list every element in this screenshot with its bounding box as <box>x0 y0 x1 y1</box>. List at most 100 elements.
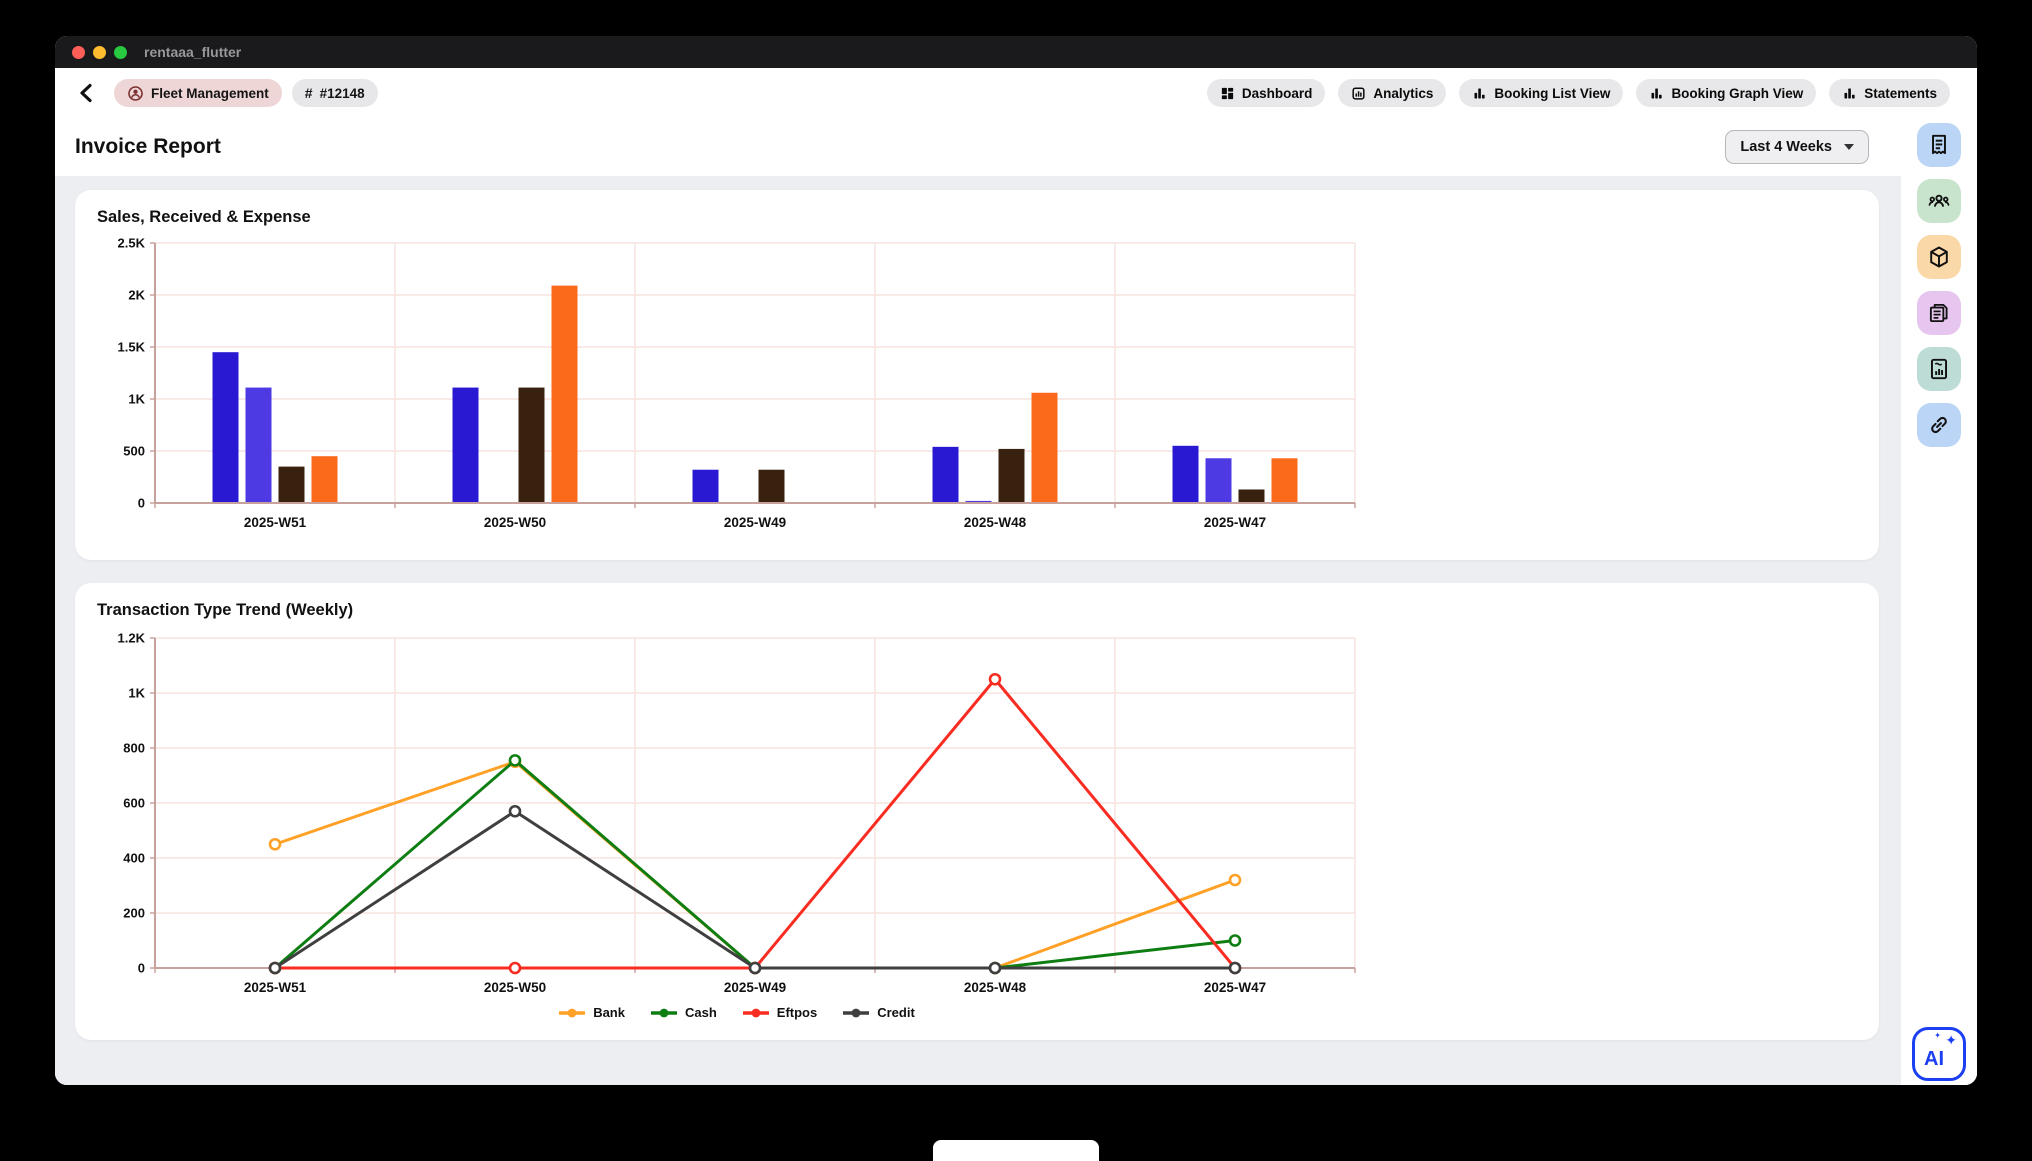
fleet-management-chip[interactable]: Fleet Management <box>114 79 282 107</box>
line-chart-svg: 0 200 400 600 800 1K 1.2K 2025-W51 2025-W50 2025-… <box>118 631 1356 995</box>
svg-text:1.5K: 1.5K <box>118 340 146 355</box>
receipt-sidebar-button[interactable] <box>1917 123 1961 167</box>
svg-text:2025-W51: 2025-W51 <box>244 515 307 530</box>
report-scroll-area: Sales, Received & Expense 0 500 1K 1.5K 2K 2.… <box>55 176 1901 1085</box>
legend-marker-icon <box>559 1008 586 1017</box>
svg-text:2025-W49: 2025-W49 <box>724 980 786 995</box>
svg-text:0: 0 <box>138 961 145 976</box>
svg-text:2025-W48: 2025-W48 <box>964 515 1027 530</box>
svg-text:400: 400 <box>123 851 145 866</box>
window-titlebar: rentaaa_flutter <box>55 36 1977 68</box>
transaction-trend-line-chart: 0 200 400 600 800 1K 1.2K 2025-W51 2025-W50 2025-… <box>97 628 1857 1020</box>
svg-text:500: 500 <box>123 444 145 459</box>
svg-text:2025-W50: 2025-W50 <box>484 980 546 995</box>
chart-legend: Bank Cash Eftpos Credit <box>97 1005 1377 1020</box>
nav-button-label: Booking List View <box>1494 85 1611 101</box>
bar-chart-svg: 0 500 1K 1.5K 2K 2.5K 2025-W51 2025-W50 2025-W49… <box>118 236 1356 530</box>
invoice-icon <box>1929 303 1948 323</box>
report-icon <box>1930 358 1948 380</box>
svg-text:200: 200 <box>123 906 145 921</box>
context-chips: Fleet Management # #12148 <box>114 79 378 107</box>
link-sidebar-button[interactable] <box>1917 403 1961 447</box>
legend-label: Eftpos <box>776 1005 818 1020</box>
date-range-value: Last 4 Weeks <box>1740 139 1832 155</box>
package-sidebar-button[interactable] <box>1917 235 1961 279</box>
page-title: Invoice Report <box>75 135 221 158</box>
ai-assistant-button[interactable]: AI ✦ ✦ <box>1912 1027 1966 1081</box>
legend-label: Credit <box>877 1005 915 1020</box>
link-icon <box>1931 416 1947 434</box>
legend-marker-icon <box>843 1008 870 1017</box>
legend-label: Cash <box>684 1005 717 1020</box>
svg-text:2025-W48: 2025-W48 <box>964 980 1027 995</box>
main-column: Invoice Report Last 4 Weeks Sales, Recei… <box>55 118 1901 1085</box>
app-content: Fleet Management # #12148 Dashboard <box>55 68 1977 1085</box>
sales-received-expense-card: Sales, Received & Expense 0 500 1K 1.5K 2K 2.… <box>75 190 1879 560</box>
bar-chart-icon <box>1474 88 1486 98</box>
legend-marker-icon <box>742 1008 769 1017</box>
body-row: Invoice Report Last 4 Weeks Sales, Recei… <box>55 118 1977 1085</box>
svg-text:0: 0 <box>138 496 145 511</box>
hash-icon: # <box>304 85 313 101</box>
groups-icon <box>1928 194 1950 207</box>
legend-item-credit: Credit <box>843 1005 915 1020</box>
statements-button[interactable]: Statements <box>1829 79 1950 107</box>
chip-label: #12148 <box>319 85 365 101</box>
analytics-button[interactable]: Analytics <box>1338 79 1447 107</box>
ai-label: AI <box>1924 1048 1944 1070</box>
sparkle-icon: ✦ <box>1945 1032 1957 1048</box>
svg-text:2025-W47: 2025-W47 <box>1204 980 1266 995</box>
legend-label: Bank <box>593 1005 625 1020</box>
sales-bar-chart: 0 500 1K 1.5K 2K 2.5K 2025-W51 2025-W50 2025-W49… <box>97 235 1857 535</box>
traffic-lights <box>72 45 127 59</box>
receipt-icon <box>1932 134 1946 155</box>
nav-buttons: Dashboard Analytics <box>1206 79 1950 107</box>
window-title: rentaaa_flutter <box>144 44 242 60</box>
groups-sidebar-button[interactable] <box>1917 179 1961 223</box>
nav-button-label: Booking Graph View <box>1671 85 1804 101</box>
svg-text:2K: 2K <box>128 288 145 303</box>
analytics-icon <box>1352 86 1365 100</box>
minimize-button[interactable] <box>93 45 106 59</box>
chevron-down-icon <box>1844 144 1854 150</box>
svg-text:1K: 1K <box>128 392 145 407</box>
close-button[interactable] <box>72 45 85 59</box>
chip-label: Fleet Management <box>151 85 269 101</box>
legend-item-bank: Bank <box>559 1005 625 1020</box>
bar-chart-icon <box>1651 88 1663 98</box>
legend-item-cash: Cash <box>650 1005 717 1020</box>
right-sidebar: AI ✦ ✦ <box>1901 118 1977 1085</box>
zoom-button[interactable] <box>114 45 127 59</box>
driver-badge-icon <box>128 85 143 101</box>
svg-text:2025-W51: 2025-W51 <box>244 980 307 995</box>
package-icon <box>1930 246 1948 268</box>
transaction-trend-card: Transaction Type Trend (Weekly) 0 200 400 6… <box>75 583 1879 1040</box>
booking-id-chip[interactable]: # #12148 <box>291 79 378 107</box>
svg-text:2025-W49: 2025-W49 <box>724 515 786 530</box>
chevron-left-icon <box>80 83 92 103</box>
app-window: rentaaa_flutter Fleet Management <box>55 36 1977 1085</box>
dashboard-icon <box>1221 87 1233 99</box>
invoice-sidebar-button[interactable] <box>1917 291 1961 335</box>
dashboard-button[interactable]: Dashboard <box>1206 79 1326 107</box>
nav-button-label: Analytics <box>1373 85 1434 101</box>
heading-row: Invoice Report Last 4 Weeks <box>55 118 1901 176</box>
svg-text:800: 800 <box>123 741 145 756</box>
legend-item-eftpos: Eftpos <box>742 1005 818 1020</box>
top-nav-row: Fleet Management # #12148 Dashboard <box>55 68 1977 118</box>
nav-button-label: Statements <box>1864 85 1937 101</box>
svg-text:1.2K: 1.2K <box>118 631 146 646</box>
report-sidebar-button[interactable] <box>1917 347 1961 391</box>
back-button[interactable] <box>73 79 101 107</box>
sparkle-icon: ✦ <box>1934 1031 1941 1040</box>
booking-list-view-button[interactable]: Booking List View <box>1459 79 1624 107</box>
svg-text:2.5K: 2.5K <box>118 236 146 251</box>
dock-window-pill[interactable] <box>933 1140 1099 1161</box>
nav-button-label: Dashboard <box>1241 85 1313 101</box>
sales-chart-title: Sales, Received & Expense <box>97 208 311 226</box>
date-range-selector[interactable]: Last 4 Weeks <box>1725 130 1869 164</box>
booking-graph-view-button[interactable]: Booking Graph View <box>1636 79 1817 107</box>
svg-text:2025-W47: 2025-W47 <box>1204 515 1266 530</box>
svg-text:600: 600 <box>123 796 145 811</box>
